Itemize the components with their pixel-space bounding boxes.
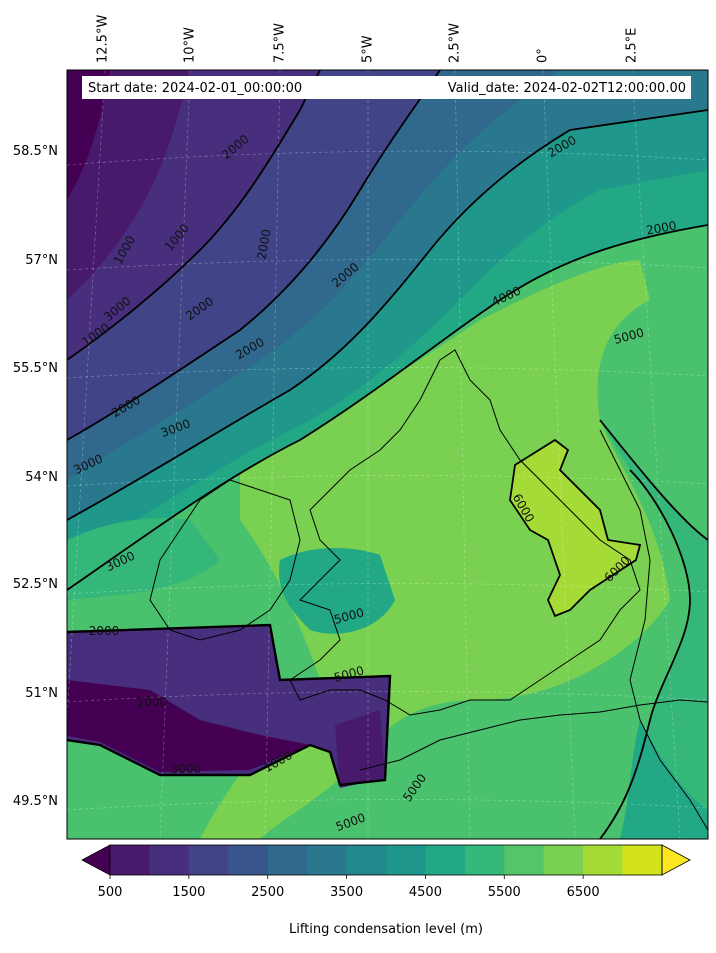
colorbar-cell	[110, 845, 150, 875]
latitude-label: 55.5°N	[13, 361, 58, 376]
colorbar-outline	[109, 844, 663, 876]
colorbar-cells	[81, 844, 691, 876]
graticule-lat-line	[67, 150, 708, 166]
contour-label: 2000	[645, 219, 678, 238]
contour-line-5000-north	[67, 224, 708, 591]
field-south-lowest	[67, 680, 310, 772]
latitude-label: 58.5°N	[13, 144, 58, 159]
valid-date-label: Valid_date: 2024-02-02T12:00:00.00	[448, 81, 686, 96]
longitude-label: 12.5°W	[96, 15, 111, 63]
colorbar-cell	[543, 845, 584, 875]
colorbar-cell	[149, 845, 190, 875]
colorbar-cell	[464, 845, 505, 875]
contour-label: 2000	[89, 624, 120, 638]
colorbar-cell	[188, 845, 229, 875]
graticule-lon-line	[159, 70, 191, 839]
field-level-1000	[67, 70, 190, 300]
colorbar-cell	[307, 845, 348, 875]
colorbar-tick-label: 6500	[567, 885, 600, 900]
latitude-labels: 58.5°N 57°N 55.5°N 54°N 52.5°N 51°N 49.5°N	[13, 144, 58, 809]
graticule-lon-line	[542, 70, 576, 839]
longitude-label: 2.5°E	[625, 28, 640, 63]
longitude-label: 2.5°W	[448, 23, 463, 63]
contour-line-6000	[509, 438, 642, 618]
graticule-lat-line	[67, 799, 708, 811]
graticule-lat-line	[67, 367, 708, 379]
graticule-lon-line	[454, 70, 471, 839]
coastline-great-britain	[289, 349, 641, 716]
field-ireland-patch	[67, 518, 220, 600]
start-date-label: Start date: 2024-02-01_00:00:00	[88, 81, 302, 96]
contour-line-east-south	[599, 469, 691, 839]
longitude-label: 5°W	[361, 35, 376, 63]
coastlines	[149, 349, 708, 831]
colorbar-cell	[504, 845, 545, 875]
colorbar-tick-label: 3500	[330, 885, 363, 900]
latitude-label: 57°N	[25, 253, 58, 268]
contour-line-2000	[67, 70, 441, 441]
coastline-france	[359, 699, 708, 771]
colorbar-extend-low	[81, 844, 111, 876]
colorbar-tick-label: 1500	[172, 885, 205, 900]
colorbar-tick-label: 5500	[488, 885, 521, 900]
field-east-trough	[600, 420, 708, 839]
colorbar-cell	[228, 845, 269, 875]
colorbar-tick-label: 2500	[251, 885, 284, 900]
contour-label: 3000	[171, 762, 202, 776]
map-field-layers	[67, 70, 708, 839]
colorbar-cell	[346, 845, 387, 875]
longitude-label: 10°W	[183, 27, 198, 63]
longitude-label: 0°	[536, 48, 551, 63]
graticule-lon-line	[631, 70, 681, 839]
graticule-lat-line	[67, 583, 708, 595]
map-panel: 1000 100010002000200020002000200020003000…	[13, 15, 709, 840]
colorbar-cell	[425, 845, 466, 875]
colorbar-tick-label: 500	[98, 885, 123, 900]
latitude-label: 54°N	[25, 470, 58, 485]
contour-label: 1000	[137, 695, 168, 709]
colorbar-cell	[583, 845, 624, 875]
contour-label: 2000	[255, 228, 274, 261]
contour-lines	[67, 70, 708, 839]
coastline-continent	[599, 429, 708, 831]
colorbar-cell	[622, 845, 663, 875]
colorbar-ticks: 500 1500 2500 3500 4500 5500 6500	[98, 875, 600, 900]
graticule-lat-line	[67, 691, 708, 703]
contour-line-1000	[67, 70, 321, 361]
latitude-label: 49.5°N	[13, 794, 58, 809]
header-box	[82, 76, 691, 99]
longitude-label: 7.5°W	[273, 23, 288, 63]
contour-line-3000	[67, 109, 708, 521]
colorbar: 500 1500 2500 3500 4500 5500 6500 Lifting cond…	[81, 844, 691, 937]
field-west-patch	[279, 548, 395, 634]
longitude-labels: 12.5°W 10°W 7.5°W 5°W 2.5°W 0° 2.5°E	[96, 15, 640, 63]
field-channel-low	[335, 710, 385, 788]
graticule-lat-line	[67, 259, 708, 271]
field-level-500	[67, 70, 110, 200]
colorbar-tick-label: 4500	[409, 885, 442, 900]
map-frame	[66, 69, 709, 840]
contour-line-south	[67, 623, 392, 787]
latitude-label: 51°N	[25, 686, 58, 701]
colorbar-cell	[386, 845, 426, 875]
colorbar-cell	[267, 845, 308, 875]
contour-line-east	[599, 419, 708, 541]
latitude-label: 52.5°N	[13, 577, 58, 592]
graticule	[67, 70, 708, 839]
graticule-lon-line	[67, 70, 106, 726]
graticule-lat-line	[67, 475, 708, 487]
field-level-6000	[510, 440, 640, 616]
colorbar-extend-high	[661, 844, 691, 876]
coastline-ireland	[149, 479, 301, 641]
colorbar-title: Lifting condensation level (m)	[289, 922, 483, 937]
